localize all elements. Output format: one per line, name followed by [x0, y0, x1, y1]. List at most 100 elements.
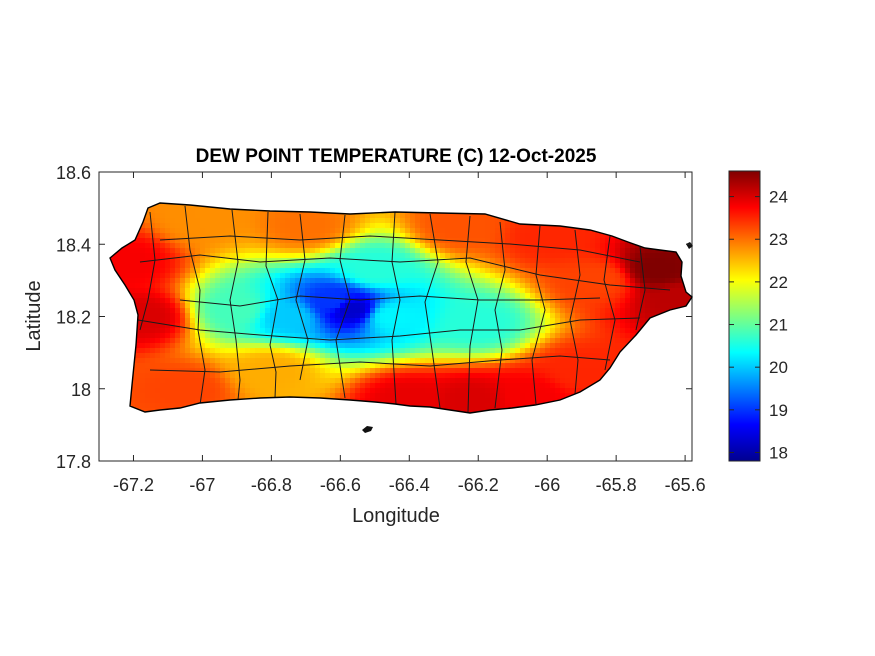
field-cell: [330, 218, 336, 224]
field-cell: [225, 228, 231, 234]
field-cell: [455, 343, 461, 349]
field-cell: [570, 243, 576, 249]
field-cell: [560, 388, 566, 394]
field-cell: [190, 373, 196, 379]
field-cell: [520, 323, 526, 329]
field-cell: [295, 273, 301, 279]
field-cell: [370, 288, 376, 294]
field-cell: [180, 318, 186, 324]
field-cell: [155, 328, 161, 334]
field-cell: [195, 353, 201, 359]
field-cell: [310, 293, 316, 299]
field-cell: [380, 328, 386, 334]
field-cell: [320, 233, 326, 239]
field-cell: [565, 248, 571, 254]
field-cell: [405, 248, 411, 254]
field-cell: [545, 308, 551, 314]
field-cell: [255, 263, 261, 269]
field-cell: [565, 313, 571, 319]
field-cell: [360, 243, 366, 249]
field-cell: [470, 333, 476, 339]
field-cell: [210, 368, 216, 374]
field-cell: [120, 248, 126, 254]
field-cell: [370, 268, 376, 274]
field-cell: [165, 338, 171, 344]
field-cell: [475, 268, 481, 274]
field-cell: [255, 363, 261, 369]
field-cell: [380, 268, 386, 274]
field-cell: [325, 243, 331, 249]
field-cell: [420, 263, 426, 269]
field-cell: [360, 323, 366, 329]
field-cell: [455, 328, 461, 334]
field-cell: [400, 358, 406, 364]
field-cell: [135, 258, 141, 264]
field-cell: [385, 243, 391, 249]
field-cell: [330, 238, 336, 244]
field-cell: [210, 223, 216, 229]
field-cell: [640, 303, 646, 309]
field-cell: [410, 223, 416, 229]
field-cell: [430, 278, 436, 284]
field-cell: [405, 263, 411, 269]
field-cell: [380, 363, 386, 369]
field-cell: [315, 393, 321, 399]
field-cell: [225, 258, 231, 264]
field-cell: [435, 393, 441, 399]
field-cell: [395, 398, 401, 404]
field-cell: [315, 278, 321, 284]
field-cell: [415, 313, 421, 319]
field-cell: [195, 378, 201, 384]
field-cell: [275, 338, 281, 344]
field-cell: [545, 248, 551, 254]
field-cell: [505, 223, 511, 229]
field-cell: [495, 368, 501, 374]
field-cell: [330, 278, 336, 284]
field-cell: [475, 293, 481, 299]
field-cell: [160, 278, 166, 284]
field-cell: [630, 328, 636, 334]
field-cell: [320, 393, 326, 399]
field-cell: [370, 213, 376, 219]
field-cell: [305, 268, 311, 274]
field-cell: [310, 283, 316, 289]
field-cell: [195, 233, 201, 239]
field-cell: [495, 253, 501, 259]
field-cell: [160, 233, 166, 239]
field-cell: [250, 283, 256, 289]
field-cell: [385, 328, 391, 334]
field-cell: [180, 323, 186, 329]
field-cell: [270, 338, 276, 344]
field-cell: [540, 363, 546, 369]
field-cell: [280, 223, 286, 229]
field-cell: [605, 288, 611, 294]
field-cell: [460, 333, 466, 339]
field-cell: [460, 288, 466, 294]
field-cell: [510, 318, 516, 324]
field-cell: [290, 373, 296, 379]
field-cell: [490, 343, 496, 349]
field-cell: [565, 378, 571, 384]
field-cell: [325, 333, 331, 339]
field-cell: [190, 303, 196, 309]
field-cell: [175, 293, 181, 299]
field-cell: [550, 268, 556, 274]
field-cell: [245, 208, 251, 214]
field-cell: [445, 353, 451, 359]
field-cell: [315, 213, 321, 219]
field-cell: [500, 253, 506, 259]
field-cell: [220, 208, 226, 214]
field-cell: [175, 268, 181, 274]
field-cell: [490, 253, 496, 259]
field-cell: [620, 243, 626, 249]
field-cell: [185, 358, 191, 364]
field-cell: [320, 323, 326, 329]
field-cell: [600, 248, 606, 254]
field-cell: [115, 253, 121, 259]
field-cell: [390, 298, 396, 304]
field-cell: [425, 313, 431, 319]
field-cell: [650, 313, 656, 319]
field-cell: [485, 318, 491, 324]
field-cell: [565, 303, 571, 309]
field-cell: [355, 228, 361, 234]
